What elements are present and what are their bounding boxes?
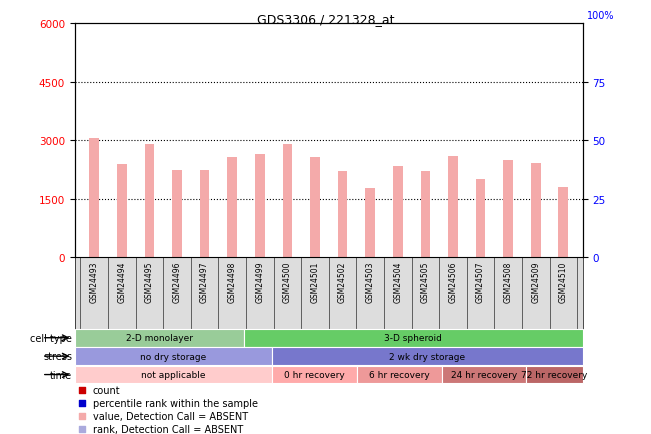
Bar [200, 171, 210, 258]
Text: GSM24504: GSM24504 [393, 261, 402, 302]
Text: GSM24506: GSM24506 [449, 261, 458, 302]
Text: GDS3306 / 221328_at: GDS3306 / 221328_at [256, 13, 395, 26]
Text: 3-D spheroid: 3-D spheroid [385, 333, 442, 342]
Text: not applicable: not applicable [141, 370, 206, 379]
Text: count: count [92, 385, 120, 395]
Text: 2-D monolayer: 2-D monolayer [126, 333, 193, 342]
Text: 100%: 100% [587, 11, 615, 21]
Point [393, 241, 403, 248]
Text: stress: stress [44, 352, 72, 362]
Text: percentile rank within the sample: percentile rank within the sample [92, 398, 258, 408]
Bar [172, 171, 182, 258]
Bar [117, 165, 126, 258]
Bar [272, 348, 583, 365]
Text: 0 hr recovery: 0 hr recovery [284, 370, 345, 379]
Bar [526, 366, 583, 384]
Text: GSM24495: GSM24495 [145, 261, 154, 302]
Text: cell type: cell type [31, 333, 72, 343]
Text: GSM24498: GSM24498 [228, 261, 237, 302]
Bar [75, 329, 244, 347]
Text: GSM24499: GSM24499 [255, 261, 264, 302]
Text: no dry storage: no dry storage [141, 352, 207, 361]
Text: GSM24496: GSM24496 [173, 261, 182, 302]
Text: value, Detection Call = ABSENT: value, Detection Call = ABSENT [92, 411, 248, 421]
Bar [145, 145, 154, 258]
Bar [244, 329, 583, 347]
Point [393, 4, 403, 11]
Bar [559, 187, 568, 258]
Text: GSM24494: GSM24494 [117, 261, 126, 302]
Bar [421, 172, 430, 258]
Bar [89, 138, 99, 258]
Bar [393, 167, 402, 258]
Bar [531, 164, 540, 258]
Text: 72 hr recovery: 72 hr recovery [521, 370, 588, 379]
Text: GSM24509: GSM24509 [531, 261, 540, 302]
Text: 2 wk dry storage: 2 wk dry storage [389, 352, 465, 361]
Text: GSM24497: GSM24497 [200, 261, 209, 302]
Text: 24 hr recovery: 24 hr recovery [450, 370, 517, 379]
Bar [357, 366, 441, 384]
Text: GSM24508: GSM24508 [504, 261, 512, 302]
Bar [476, 179, 486, 258]
Bar [227, 158, 237, 258]
Point [393, 123, 403, 130]
Point [393, 360, 403, 367]
Bar [310, 158, 320, 258]
Bar [75, 348, 272, 365]
Bar [75, 366, 272, 384]
Text: GSM24501: GSM24501 [311, 261, 320, 302]
Text: GSM24502: GSM24502 [338, 261, 347, 302]
Text: time: time [50, 370, 72, 380]
Text: GSM24507: GSM24507 [476, 261, 485, 302]
Text: GSM24493: GSM24493 [90, 261, 99, 302]
Text: GSM24505: GSM24505 [421, 261, 430, 302]
Bar [283, 145, 292, 258]
Bar [255, 155, 264, 258]
Text: GSM24500: GSM24500 [283, 261, 292, 302]
Text: GSM24510: GSM24510 [559, 261, 568, 302]
Bar [272, 366, 357, 384]
Text: GSM24503: GSM24503 [366, 261, 374, 302]
Bar [338, 172, 348, 258]
Text: rank, Detection Call = ABSENT: rank, Detection Call = ABSENT [92, 424, 243, 434]
Text: 6 hr recovery: 6 hr recovery [369, 370, 430, 379]
Bar [503, 160, 513, 258]
Bar [365, 188, 375, 258]
Bar [441, 366, 526, 384]
Bar [448, 157, 458, 258]
